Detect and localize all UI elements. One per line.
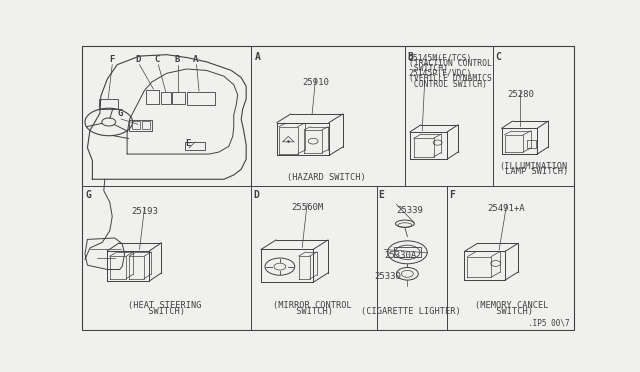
Text: C: C [155,55,160,64]
Text: E: E [186,140,191,148]
Text: 25560M: 25560M [291,203,323,212]
Bar [527,140,536,148]
Text: 25145P(F/VDC): 25145P(F/VDC) [409,69,472,78]
Text: SWITCH): SWITCH) [490,307,532,315]
Text: (VEHICLE DYNAMICS: (VEHICLE DYNAMICS [409,74,492,83]
Bar [185,142,205,150]
Text: A: A [193,55,198,64]
Bar [141,121,150,129]
Text: G: G [86,190,92,200]
Text: 25910: 25910 [302,78,329,87]
Text: B: B [408,52,413,62]
Text: C: C [495,52,502,62]
Text: (TRACTION CONTROL: (TRACTION CONTROL [409,59,492,68]
Text: 25145M(F/TCS): 25145M(F/TCS) [409,54,472,63]
Text: (HEAT STEERING: (HEAT STEERING [127,301,201,311]
Text: (ILLUMINATION: (ILLUMINATION [500,162,568,171]
Text: F: F [109,55,115,64]
Text: 25491+A: 25491+A [488,205,525,214]
Text: .IP5 00\7: .IP5 00\7 [529,319,570,328]
Text: CONTROL SWITCH): CONTROL SWITCH) [409,80,487,89]
Bar [99,99,118,109]
Text: (HAZARD SWITCH): (HAZARD SWITCH) [287,173,366,182]
Text: SWITCH): SWITCH) [143,307,186,315]
Text: LAMP SWITCH): LAMP SWITCH) [500,167,568,176]
Bar [187,92,216,105]
Text: D: D [253,190,259,200]
Text: 25339: 25339 [396,206,423,215]
Bar [132,121,140,129]
Text: F: F [449,190,455,200]
Text: 25280: 25280 [507,90,534,99]
Text: 25330: 25330 [374,272,401,281]
Text: SWITCH): SWITCH) [409,64,448,73]
Text: (MIRROR CONTROL: (MIRROR CONTROL [273,301,351,311]
Text: SWITCH): SWITCH) [291,307,333,315]
Text: 25193: 25193 [131,207,158,217]
Bar [172,93,185,104]
Text: G: G [118,109,123,118]
Text: A: A [255,52,260,62]
Bar [146,90,159,104]
Text: 25330A: 25330A [385,251,417,260]
Text: (CIGARETTE LIGHTER): (CIGARETTE LIGHTER) [361,307,461,315]
Text: (MEMORY CANCEL: (MEMORY CANCEL [475,301,548,311]
Text: B: B [175,55,180,64]
Bar [161,93,171,104]
Text: D: D [136,55,141,64]
Bar [129,120,152,131]
Text: E: E [379,190,385,200]
